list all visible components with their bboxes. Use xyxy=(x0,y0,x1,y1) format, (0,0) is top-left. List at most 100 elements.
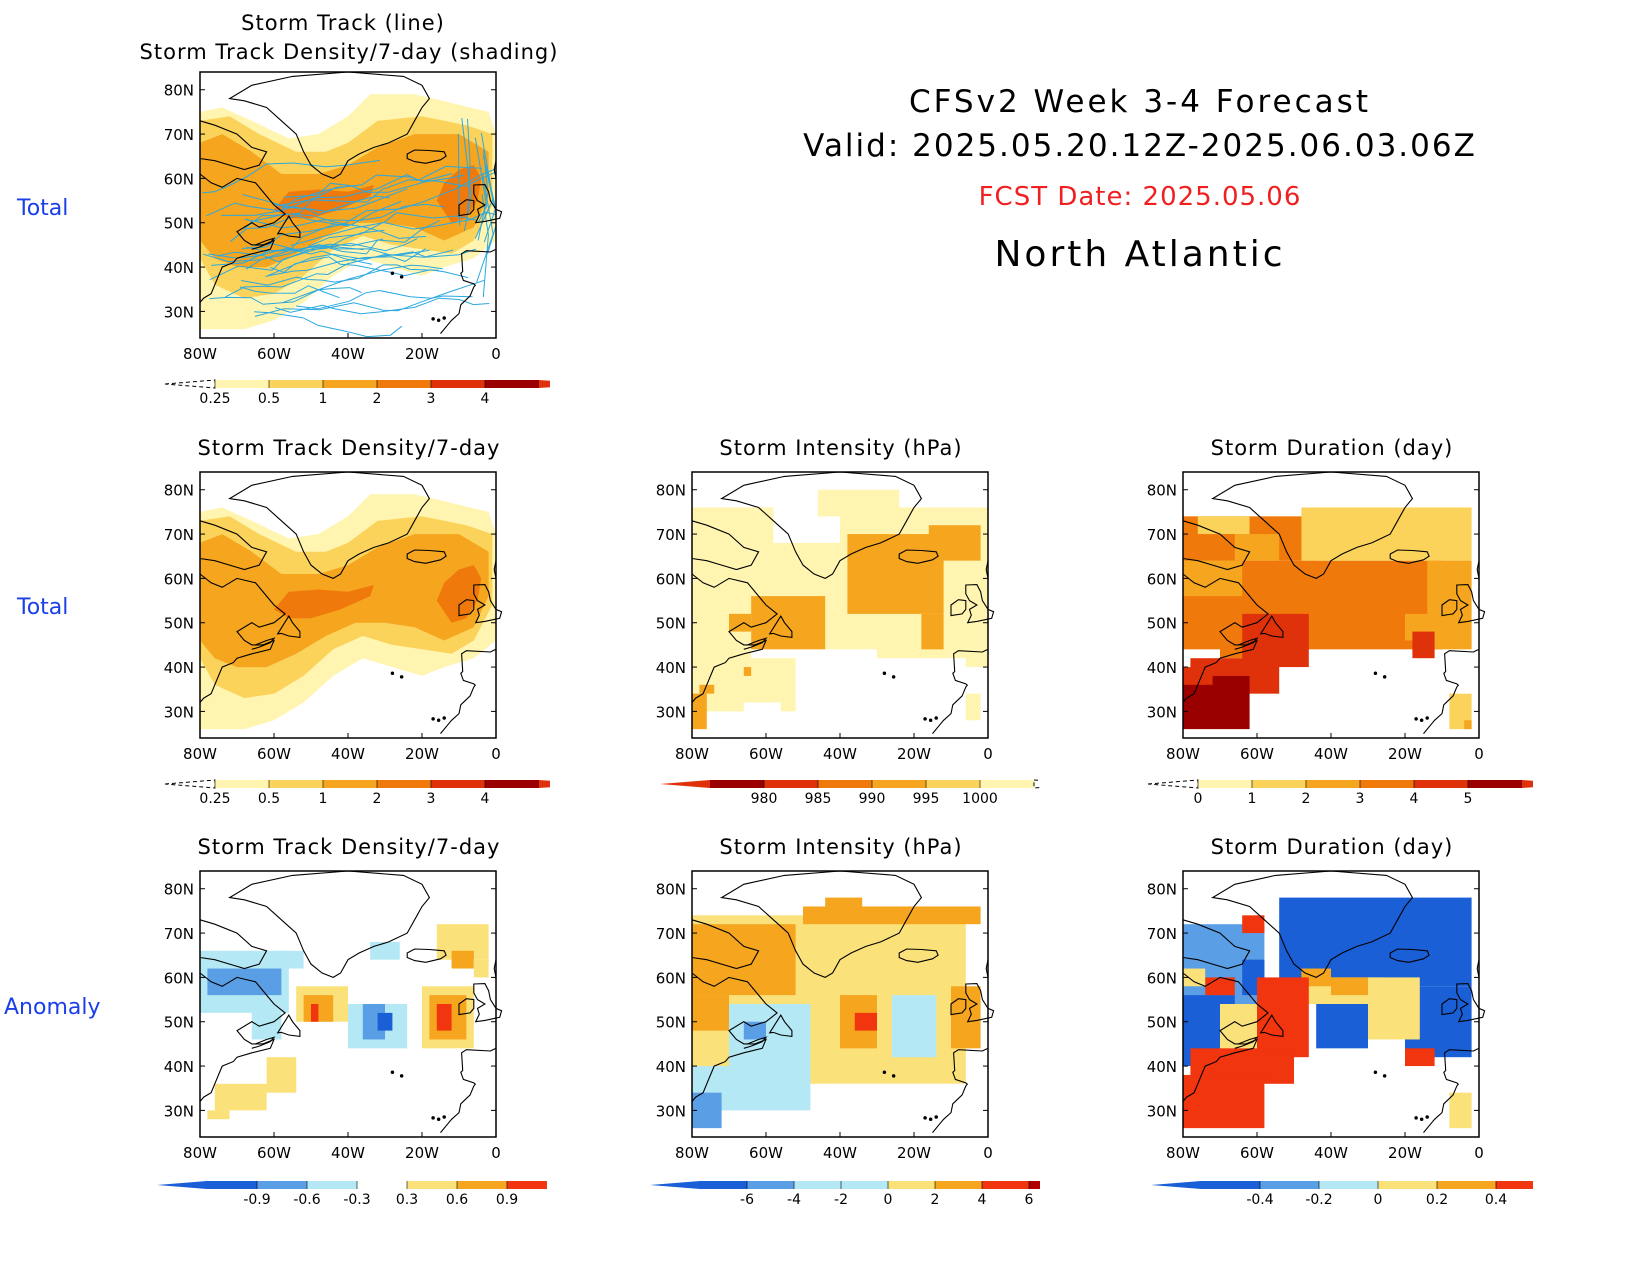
greenland-coast xyxy=(227,870,431,979)
colorbar-swatch xyxy=(935,1181,982,1189)
lat-tick-label: 70N xyxy=(164,126,194,144)
panel6-title: Storm Intensity (hPa) xyxy=(719,835,963,859)
colorbar-swatch xyxy=(431,780,485,788)
great-britain-coast xyxy=(965,584,995,624)
colorbar-tick-label: 0.25 xyxy=(199,791,230,807)
grid-cell-block xyxy=(795,649,877,721)
colorbar-swatch xyxy=(1029,1181,1040,1189)
storm-intensity-total-map: 80N 70N 60N 50N 40N 30N 80W 60W 40W 20W 0 xyxy=(656,471,995,763)
baffin-island-coast xyxy=(691,919,760,970)
lat-tick-label: 70N xyxy=(164,925,194,943)
grid-cell-block xyxy=(266,1057,297,1093)
island-dot xyxy=(399,675,404,679)
colorbar-swatch xyxy=(507,1181,547,1189)
grid-cell-block xyxy=(1331,977,1368,996)
lon-tick-label: 80W xyxy=(675,1144,709,1162)
colorbar-tick-label: 0.9 xyxy=(496,1192,518,1208)
island-dot xyxy=(891,1074,896,1078)
colorbar-tick-label: 990 xyxy=(859,791,886,807)
island-dot xyxy=(442,1115,446,1119)
colorbar-swatch xyxy=(377,780,431,788)
colorbar-tick-label: 4 xyxy=(481,391,490,407)
lat-tick-label: 70N xyxy=(1147,925,1177,943)
density-shading-2-west xyxy=(274,185,374,219)
colorbar-tick-label: -0.4 xyxy=(1246,1192,1273,1208)
newfoundland-coast xyxy=(276,215,301,239)
grid-cell-block xyxy=(1183,968,1206,987)
lon-tick-label: 20W xyxy=(1388,1144,1422,1162)
grid-cell-block xyxy=(451,950,474,969)
colorbar-swatch xyxy=(457,1181,507,1189)
colorbar-swatch xyxy=(700,1181,747,1189)
storm-track-line xyxy=(217,247,373,265)
greenland-coast xyxy=(1210,471,1414,580)
lon-tick-label: 40W xyxy=(331,345,365,363)
baffin-island-coast xyxy=(199,120,268,171)
iceland-coast xyxy=(1389,549,1430,564)
lat-tick-label: 40N xyxy=(656,1058,686,1076)
lon-tick-label: 20W xyxy=(405,745,439,763)
storm-track-line xyxy=(474,137,488,223)
grid-cell-block xyxy=(251,1012,282,1040)
storm-track-line xyxy=(221,165,483,216)
colorbar-swatch xyxy=(1306,780,1360,788)
lat-tick-label: 30N xyxy=(164,703,194,721)
colorbar-tick-label: -0.2 xyxy=(1305,1192,1332,1208)
iceland-coast xyxy=(898,948,939,963)
grid-cell-block xyxy=(699,684,715,694)
row-label-anomaly: Anomaly xyxy=(4,995,101,1020)
lon-tick-label: 60W xyxy=(749,1144,783,1162)
island-dot xyxy=(390,671,395,676)
colorbar-tick-label: 4 xyxy=(481,791,490,807)
greenland-coast xyxy=(227,71,431,180)
colorbar-tick-label: -6 xyxy=(740,1192,754,1208)
grid-cell-block xyxy=(1257,977,1309,1058)
lat-tick-label: 30N xyxy=(164,1102,194,1120)
lon-tick-label: 0 xyxy=(983,1144,993,1162)
iceland-coast xyxy=(406,149,447,164)
lat-tick-label: 40N xyxy=(1147,1058,1177,1076)
lon-tick-label: 0 xyxy=(1474,745,1484,763)
colorbar-over-arrow xyxy=(1033,779,1040,789)
lon-tick-label: 0 xyxy=(491,745,501,763)
island-dot xyxy=(442,316,446,320)
north-america-coast xyxy=(1182,573,1269,703)
grid-cell-block xyxy=(1183,560,1243,597)
colorbar-swatch xyxy=(1414,780,1468,788)
lat-tick-label: 70N xyxy=(656,526,686,544)
lon-tick-label: 80W xyxy=(183,745,217,763)
lat-tick-label: 80N xyxy=(164,482,194,500)
storm-track-line xyxy=(244,203,445,229)
lon-tick-label: 20W xyxy=(405,1144,439,1162)
colorbar-swatch xyxy=(710,780,764,788)
coastline-outline xyxy=(691,471,995,734)
grid-cell-block xyxy=(377,1012,393,1031)
lat-tick-label: 60N xyxy=(1147,570,1177,588)
lat-tick-label: 50N xyxy=(656,615,686,633)
lon-tick-label: 40W xyxy=(331,745,365,763)
colorbar-tick-label: 3 xyxy=(1356,791,1365,807)
lat-tick-label: 50N xyxy=(1147,615,1177,633)
grid-cell-block xyxy=(729,1004,811,1111)
colorbar-tick-label: 0.2 xyxy=(1426,1192,1448,1208)
lon-tick-label: 20W xyxy=(897,1144,931,1162)
great-britain-coast xyxy=(1456,584,1486,624)
coastline-outline xyxy=(1182,870,1486,1133)
colorbar-tick-label: 0 xyxy=(1374,1192,1383,1208)
lat-tick-label: 70N xyxy=(1147,526,1177,544)
storm-duration-anomaly-map: 80N 70N 60N 50N 40N 30N 80W 60W 40W 20W 0 xyxy=(1147,870,1486,1162)
coastline-outline xyxy=(691,870,995,1133)
grid-cell-block xyxy=(951,986,981,1049)
lat-tick-label: 80N xyxy=(164,82,194,100)
lon-tick-label: 40W xyxy=(823,1144,857,1162)
forecast-title: CFSv2 Week 3-4 Forecast xyxy=(909,84,1371,120)
newfoundland-coast xyxy=(768,615,793,639)
storm-track-line xyxy=(265,249,454,278)
colorbar-tick-label: 4 xyxy=(978,1192,987,1208)
iberia-africa-coast xyxy=(440,248,497,334)
grid-cell-block xyxy=(1197,516,1250,535)
lon-tick-label: 20W xyxy=(897,745,931,763)
colorbar-swatch xyxy=(1437,1181,1496,1189)
storm-track-density-total-map: 80N 70N 60N 50N 40N 30N 80W 60W 40W 20W 0 xyxy=(164,471,503,763)
region-name: North Atlantic xyxy=(994,234,1286,275)
